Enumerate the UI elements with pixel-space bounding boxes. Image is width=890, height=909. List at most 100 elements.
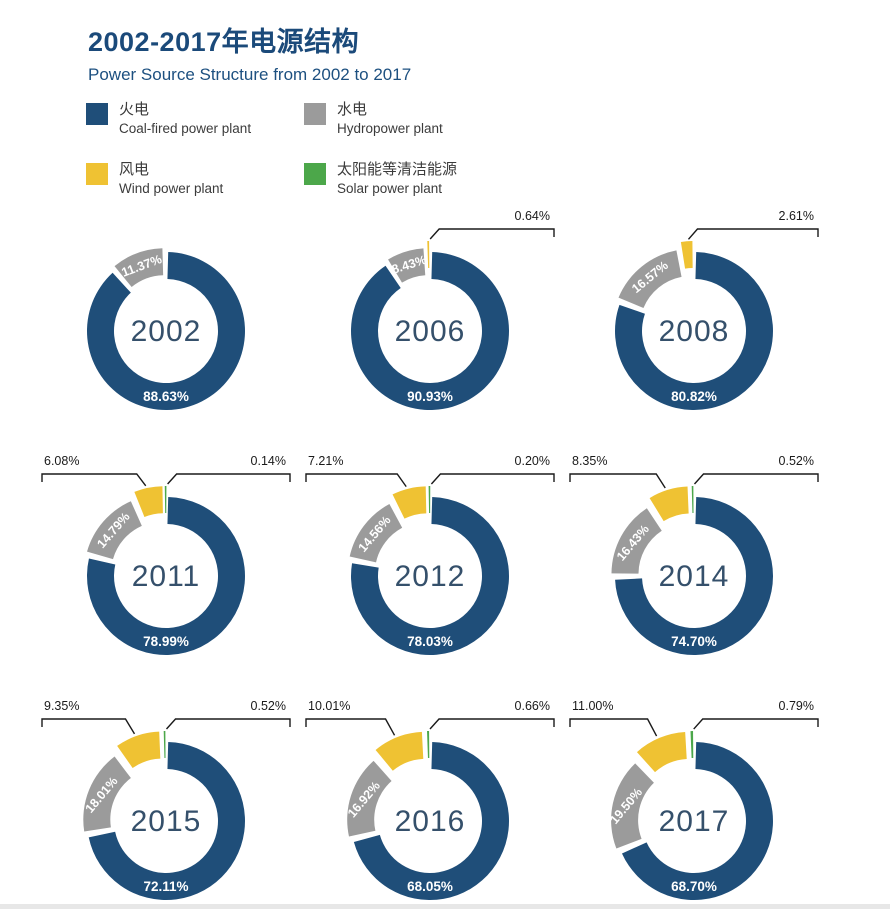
year-label: 2016 (395, 805, 466, 838)
wind-share-label: 11.00% (572, 699, 613, 713)
year-label: 2011 (132, 560, 201, 593)
donut-chart-2015: 9.35% 0.52% 18.01% 72.11% 2015 (34, 693, 298, 909)
slice-wind (636, 731, 687, 773)
donut-svg-2015: 9.35% 0.52%18.01%72.11%2015 (41, 699, 291, 900)
slice-solar (691, 486, 694, 514)
coal-share-label: 90.93% (407, 389, 453, 404)
slice-coal (86, 252, 245, 410)
legend-label-en-coal: Coal-fired power plant (119, 121, 252, 136)
solar-callout-line (693, 473, 819, 485)
donut-chart-2014: 8.35% 0.52% 16.43% 74.70% 2014 (562, 448, 826, 693)
year-label: 2002 (131, 315, 202, 348)
slice-hydro (349, 504, 403, 563)
donut-svg-2017: 11.00% 0.79%19.50%68.70%2017 (569, 699, 819, 900)
legend-swatch-hydro (304, 103, 326, 125)
slice-wind (649, 486, 689, 522)
slice-wind (392, 486, 427, 519)
slice-solar (164, 485, 167, 514)
slice-wind (117, 731, 161, 768)
slice-solar (690, 731, 694, 759)
donut-chart-2006: 0.64% 8.43% 90.93% 2006 (298, 203, 562, 448)
slice-solar (427, 731, 430, 759)
solar-share-label: 0.79% (779, 699, 814, 713)
slice-hydro (388, 248, 426, 283)
slice-coal (88, 742, 245, 900)
chart-legend: 火电 Coal-fired power plant 水电 Hydropower pla… (86, 101, 566, 197)
bottom-divider (0, 904, 890, 909)
legend-label-en-solar: Solar power plant (337, 181, 443, 196)
legend-item-hydro: 水电 Hydropower plant (304, 101, 566, 137)
wind-share-label: 9.35% (44, 699, 79, 713)
donut-chart-2016: 10.01% 0.66% 16.92% 68.05% 2016 (298, 693, 562, 909)
slice-hydro (618, 250, 682, 308)
slice-hydro (347, 760, 392, 837)
slice-coal (614, 252, 773, 410)
wind-callout-line (41, 718, 136, 735)
slice-wind (375, 731, 424, 771)
coal-share-label: 78.99% (143, 634, 189, 649)
slice-hydro (87, 501, 142, 560)
legend-label-zh-coal: 火电 (119, 101, 150, 118)
slice-coal (351, 252, 510, 410)
donut-chart-2008: 2.61% 16.57% 80.82% 2008 (562, 203, 826, 448)
wind-callout-line (687, 228, 819, 240)
coal-share-label: 68.70% (671, 879, 717, 894)
wind-callout-line (305, 718, 396, 736)
year-label: 2012 (395, 560, 466, 593)
solar-callout-line (429, 718, 555, 730)
slice-coal (86, 497, 245, 655)
solar-share-label: 0.52% (779, 454, 814, 468)
donut-svg-2012: 7.21% 0.20%14.56%78.03%2012 (305, 454, 555, 655)
wind-callout-line (569, 718, 658, 737)
wind-share-label: 2.61% (779, 209, 814, 223)
legend-label-en-hydro: Hydropower plant (337, 121, 443, 136)
slice-coal (353, 742, 510, 900)
solar-callout-line (430, 473, 555, 485)
slice-coal (615, 497, 774, 655)
donut-svg-2006: 0.64%8.43%90.93%2006 (351, 209, 555, 410)
donut-svg-2016: 10.01% 0.66%16.92%68.05%2016 (305, 699, 555, 900)
year-label: 2014 (659, 560, 730, 593)
year-label: 2006 (395, 315, 466, 348)
chart-title: 2002-2017年电源结构 (88, 27, 360, 57)
slice-hydro (611, 763, 654, 849)
wind-callout-line (41, 473, 147, 487)
solar-callout-line (693, 718, 819, 730)
year-label: 2008 (659, 315, 730, 348)
wind-share-label: 0.64% (515, 209, 550, 223)
chart-subtitle: Power Source Structure from 2002 to 2017 (88, 65, 412, 84)
coal-share-label: 74.70% (671, 634, 717, 649)
wind-share-label: 6.08% (44, 454, 79, 468)
wind-share-label: 10.01% (308, 699, 350, 713)
slice-wind (427, 241, 430, 269)
slice-hydro (114, 248, 164, 288)
donut-svg-2008: 2.61%16.57%80.82%2008 (614, 209, 819, 410)
wind-callout-line (429, 228, 555, 240)
year-label: 2017 (659, 805, 730, 838)
slice-hydro (611, 508, 662, 574)
year-label: 2015 (131, 805, 202, 838)
legend-item-wind: 风电 Wind power plant (86, 161, 304, 197)
donut-svg-2014: 8.35% 0.52%16.43%74.70%2014 (569, 454, 819, 655)
slice-wind (134, 486, 163, 517)
wind-callout-line (305, 473, 407, 488)
solar-share-label: 0.14% (251, 454, 286, 468)
slice-coal (350, 497, 509, 655)
legend-label-zh-wind: 风电 (119, 161, 150, 178)
coal-share-label: 88.63% (143, 389, 189, 404)
slice-wind (680, 241, 693, 269)
legend-label-zh-hydro: 水电 (337, 101, 368, 118)
solar-share-label: 0.52% (251, 699, 286, 713)
solar-callout-line (167, 473, 291, 485)
legend-swatch-wind (86, 163, 108, 185)
slice-hydro (83, 756, 131, 832)
coal-share-label: 80.82% (671, 389, 717, 404)
wind-share-label: 8.35% (572, 454, 607, 468)
slice-coal (621, 742, 773, 900)
legend-swatch-solar (304, 163, 326, 185)
coal-share-label: 68.05% (407, 879, 453, 894)
slice-solar (428, 485, 431, 514)
wind-share-label: 7.21% (308, 454, 343, 468)
legend-item-solar: 太阳能等清洁能源 Solar power plant (304, 161, 566, 197)
